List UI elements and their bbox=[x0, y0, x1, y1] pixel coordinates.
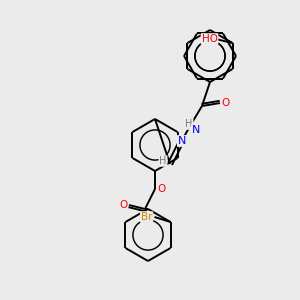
Text: Br: Br bbox=[141, 212, 152, 222]
Text: O: O bbox=[222, 98, 230, 108]
Text: H: H bbox=[185, 119, 193, 129]
Text: N: N bbox=[178, 136, 186, 146]
Text: N: N bbox=[192, 125, 200, 135]
Text: O: O bbox=[157, 184, 165, 194]
Text: HO: HO bbox=[202, 34, 218, 44]
Text: O: O bbox=[119, 200, 127, 210]
Text: H: H bbox=[159, 156, 167, 166]
